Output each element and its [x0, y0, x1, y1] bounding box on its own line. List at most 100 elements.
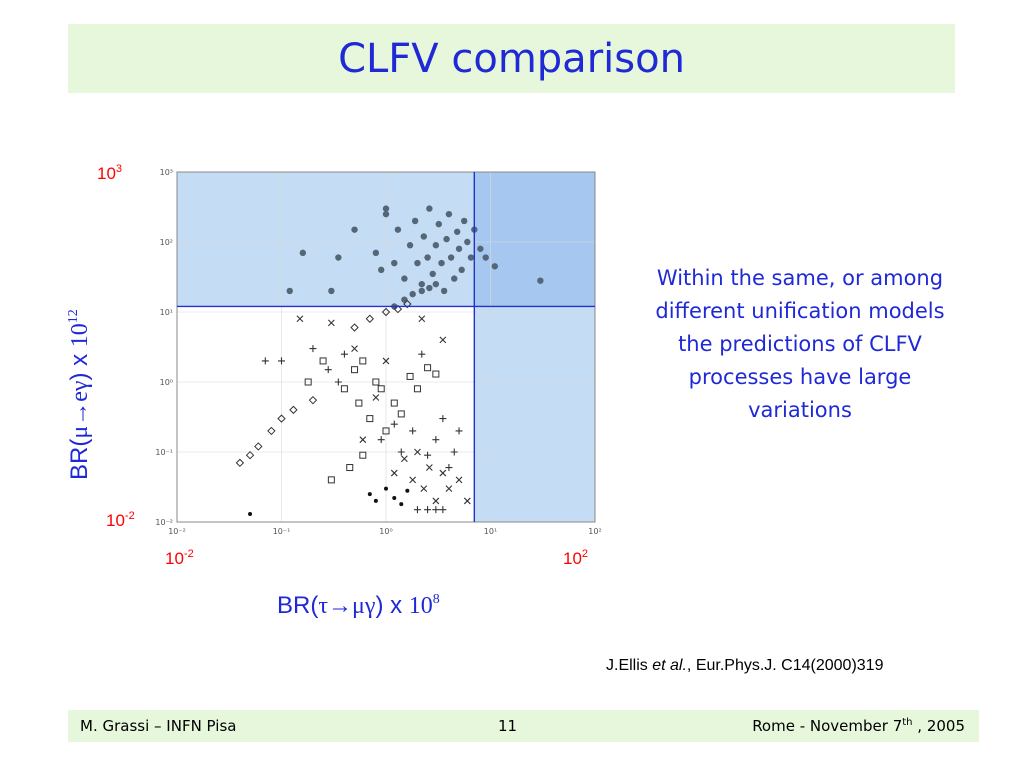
data-point-cross	[390, 469, 398, 477]
data-point-dot	[399, 502, 404, 507]
data-point-circle	[411, 217, 419, 225]
data-point-cross	[414, 448, 421, 456]
data-point-circle	[429, 270, 436, 278]
title-bar: CLFV comparison	[68, 24, 955, 93]
data-point-square	[304, 378, 312, 386]
data-point-circle	[440, 287, 448, 295]
data-point-square	[359, 357, 367, 365]
data-point-cross	[372, 394, 380, 401]
y-tick-label: 10²	[160, 238, 173, 247]
data-point-plus	[409, 427, 417, 435]
y-top-label: 103	[97, 163, 123, 183]
data-point-circle	[401, 275, 408, 282]
data-point-circle	[299, 249, 307, 257]
data-point-plus	[340, 350, 348, 358]
x-tick-label: 10⁻²	[168, 527, 186, 536]
footer-author: M. Grassi – INFN Pisa	[80, 717, 237, 735]
data-point-diamond	[350, 323, 359, 332]
data-point-circle	[351, 226, 358, 233]
footer-bar: M. Grassi – INFN Pisa 11 Rome - November…	[68, 710, 979, 742]
data-point-square	[351, 366, 359, 374]
x-axis-label: BR(τ→μγ) x 108	[277, 592, 440, 619]
data-point-plus	[445, 464, 453, 472]
data-point-dot	[405, 488, 410, 493]
data-point-circle	[537, 277, 544, 284]
data-point-square	[319, 357, 327, 365]
data-point-square	[424, 364, 432, 372]
data-point-circle	[432, 242, 440, 249]
data-point-diamond	[308, 395, 318, 405]
data-point-diamond	[235, 458, 245, 468]
data-point-square	[372, 378, 380, 386]
x-left-label: 10-2	[165, 548, 194, 568]
data-point-diamond	[393, 304, 403, 314]
data-point-circle	[391, 259, 398, 267]
data-point-circle	[467, 254, 475, 261]
data-point-cross	[445, 485, 453, 492]
data-point-dot	[367, 492, 372, 497]
data-point-circle	[451, 275, 458, 282]
data-point-circle	[418, 287, 425, 295]
data-point-square	[432, 370, 440, 378]
data-point-circle	[424, 254, 431, 261]
data-point-plus	[397, 448, 405, 456]
x-tick-label: 10⁰	[379, 527, 392, 536]
data-point-circle	[414, 259, 421, 267]
data-point-circle	[378, 266, 385, 274]
slide-title: CLFV comparison	[338, 35, 685, 82]
data-point-circle	[426, 284, 433, 292]
data-point-circle	[382, 210, 390, 218]
data-point-circle	[477, 245, 484, 252]
data-point-plus	[334, 378, 342, 386]
data-point-square	[346, 464, 354, 472]
data-point-diamond	[254, 442, 263, 451]
data-point-square	[377, 385, 385, 393]
data-point-cross	[432, 497, 440, 505]
data-point-cross	[455, 476, 463, 484]
y-tick-label: 10⁰	[160, 378, 173, 387]
data-point-plus	[309, 345, 317, 353]
data-point-plus	[278, 357, 285, 365]
data-point-circle	[382, 205, 390, 212]
data-point-circle	[438, 259, 445, 267]
data-point-cross	[401, 455, 408, 463]
footer-page-number: 11	[498, 717, 518, 735]
data-point-diamond	[403, 299, 412, 309]
data-point-plus	[439, 415, 447, 423]
data-point-square	[413, 385, 421, 393]
data-point-dot	[248, 512, 253, 517]
data-point-circle	[491, 263, 499, 270]
citation: J.Ellis et al., Eur.Phys.J. C14(2000)319	[606, 657, 884, 674]
data-point-circle	[335, 254, 342, 261]
data-point-circle	[372, 249, 380, 257]
data-point-plus	[390, 420, 398, 428]
data-point-dot	[392, 496, 397, 501]
data-point-plus	[377, 436, 385, 444]
scatter-plot: 10⁻² 10⁻¹ 10⁰ 10¹ 10² 10⁻² 10⁻¹ 10⁰ 10¹ 10² 10³	[135, 160, 605, 540]
data-point-plus	[455, 427, 463, 435]
data-point-circle	[328, 287, 335, 295]
data-point-cross	[351, 345, 358, 352]
data-point-diamond	[277, 414, 286, 423]
data-point-square	[355, 399, 363, 407]
y-tick-label: 10⁻²	[155, 518, 173, 527]
data-point-circle	[443, 235, 450, 243]
data-point-square	[382, 427, 390, 435]
data-point-cross	[439, 336, 447, 344]
y-axis-label: BR(μ→eγ) x 1012	[66, 309, 93, 480]
y-tick-label: 10¹	[160, 308, 173, 317]
data-point-circle	[409, 290, 416, 298]
data-point-circle	[426, 205, 433, 212]
data-point-circle	[394, 226, 402, 233]
data-point-plus	[450, 448, 458, 456]
y-tick-label: 10⁻¹	[155, 448, 173, 457]
data-point-square	[397, 410, 405, 418]
plot-svg: 10⁻² 10⁻¹ 10⁰ 10¹ 10² 10⁻² 10⁻¹ 10⁰ 10¹ 10² 10³	[155, 168, 601, 536]
data-point-cross	[463, 497, 471, 505]
data-point-diamond	[245, 450, 255, 460]
data-point-cross	[382, 357, 390, 365]
data-point-cross	[418, 315, 426, 323]
data-point-circle	[482, 254, 489, 261]
data-point-circle	[464, 238, 471, 246]
data-point-square	[366, 415, 374, 423]
